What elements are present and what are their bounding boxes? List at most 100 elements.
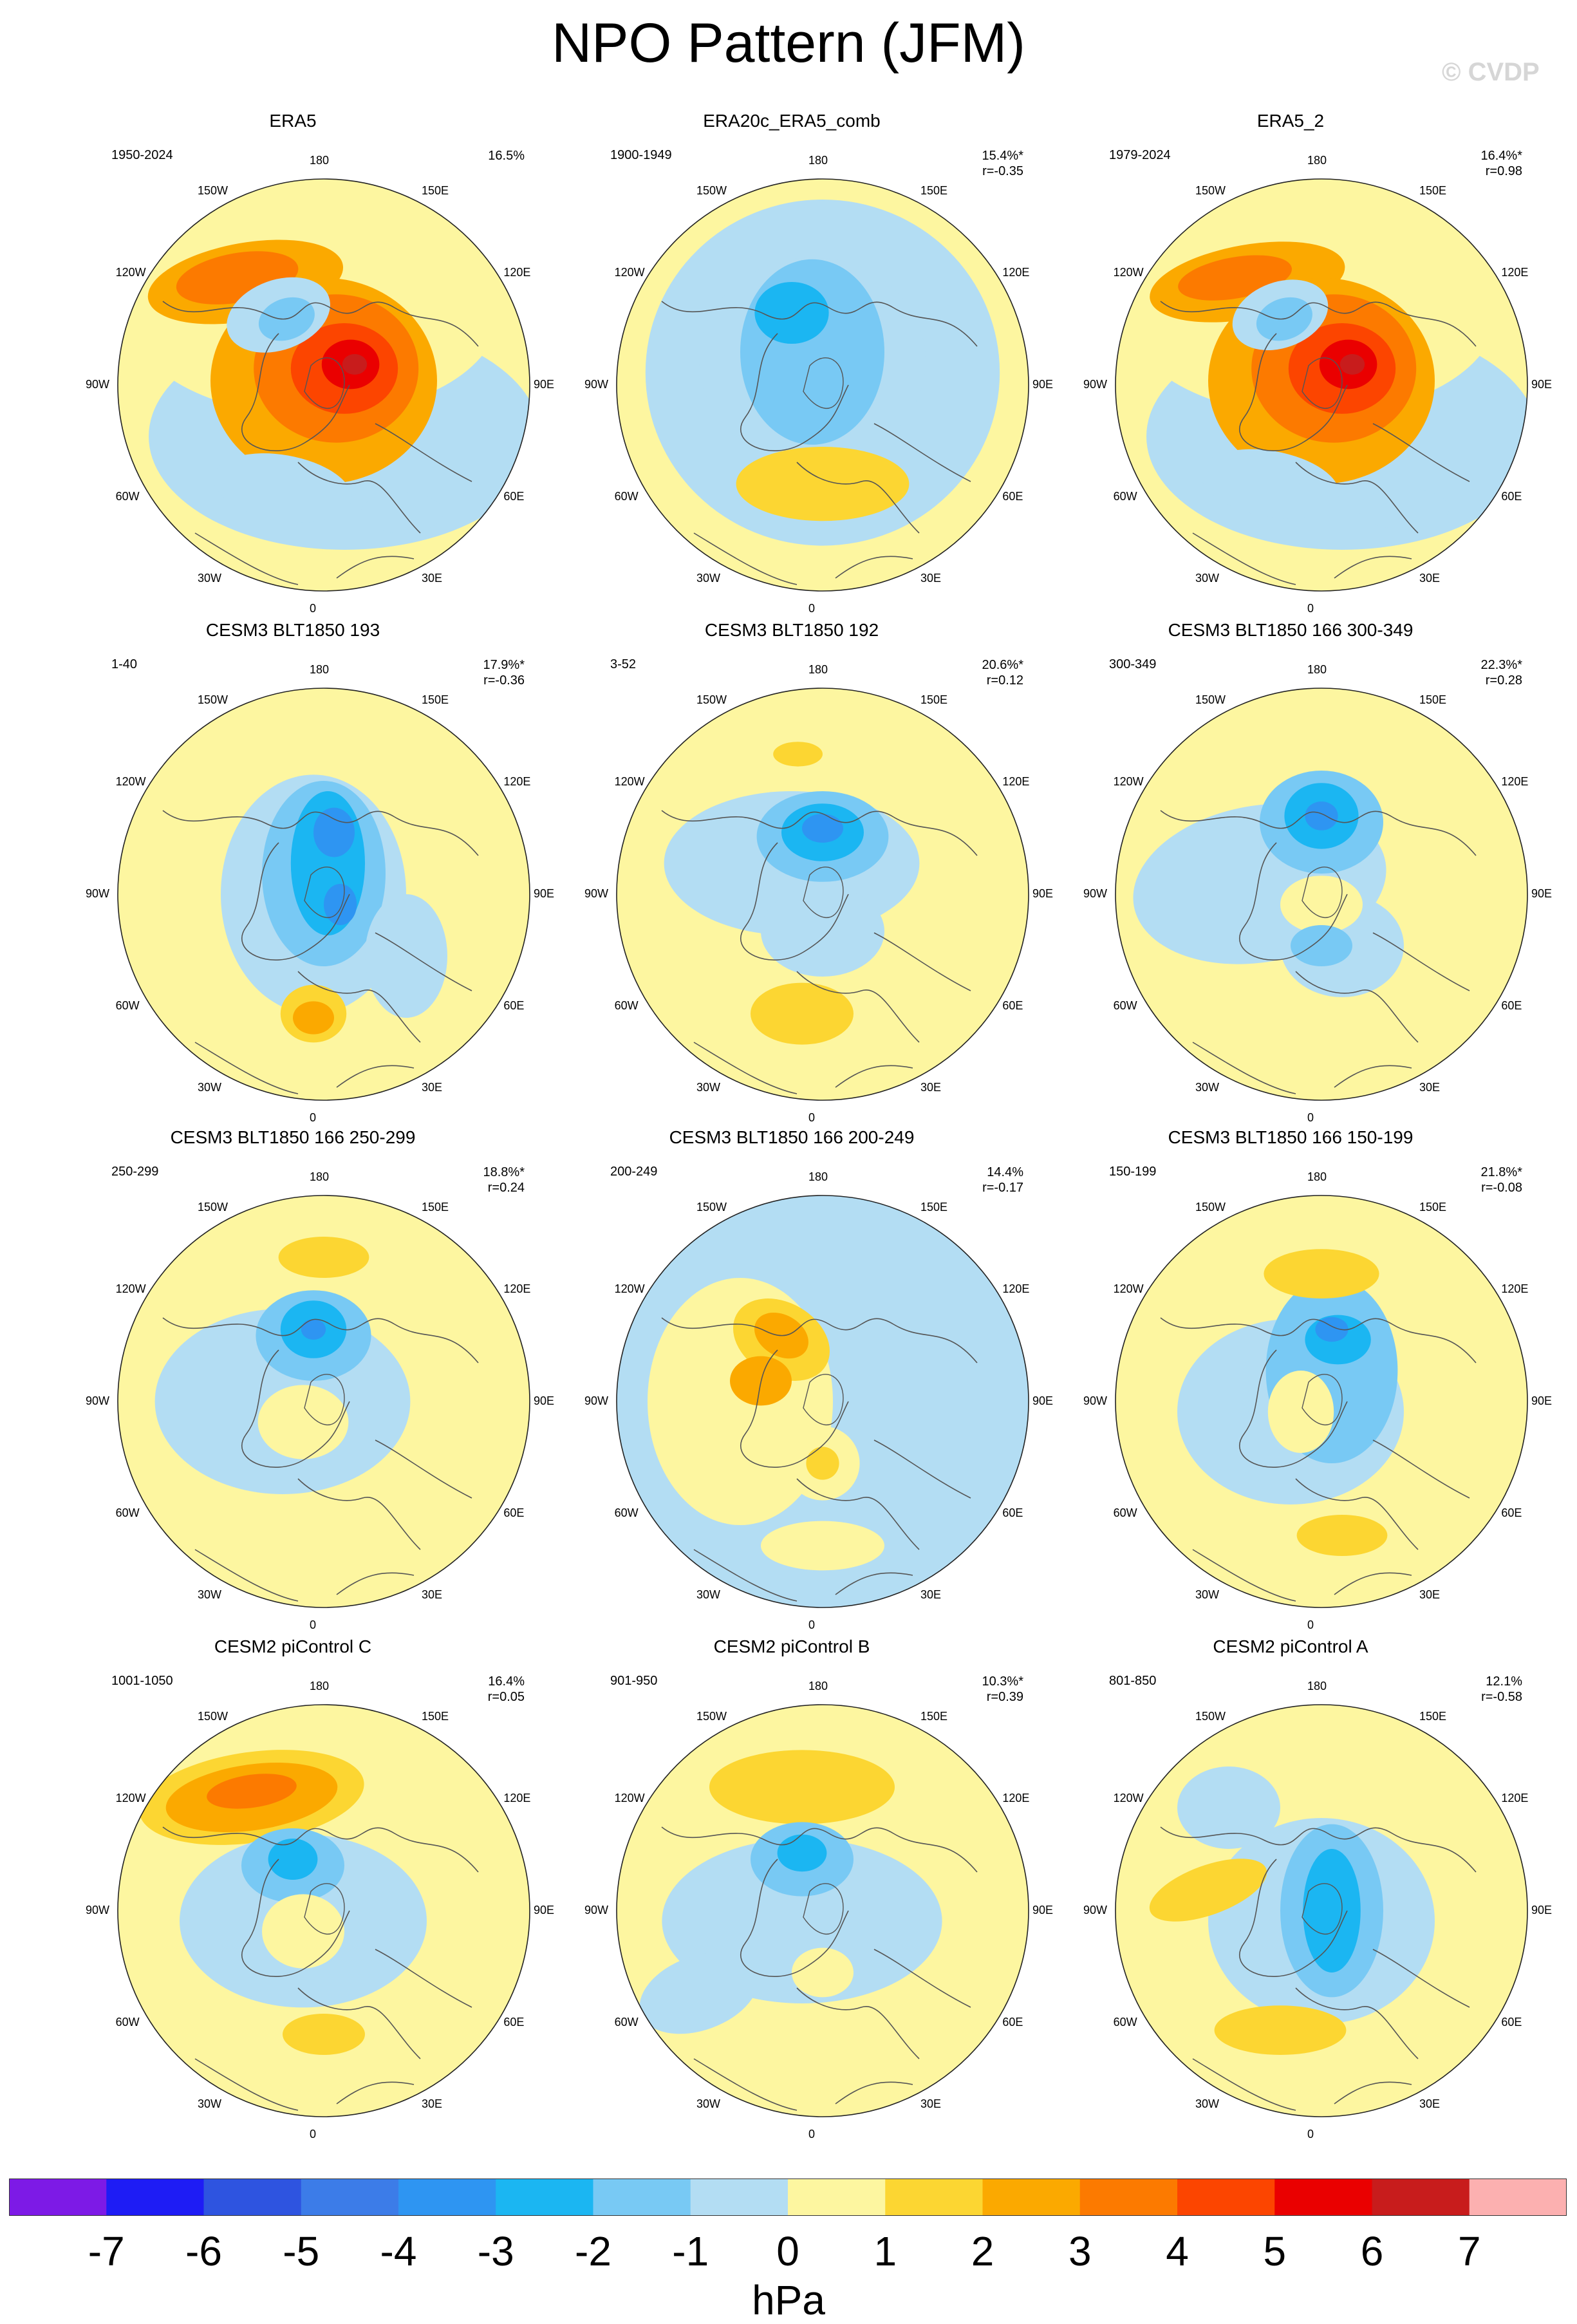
map-border bbox=[1115, 1195, 1528, 1608]
panel-title: CESM3 BLT1850 166 250-299 bbox=[170, 1127, 416, 1147]
anomaly-contour bbox=[313, 807, 355, 857]
panel-pattern-corr: r=0.12 bbox=[986, 673, 1023, 688]
anomaly-contour bbox=[761, 886, 884, 977]
map-panel: CESM3 BLT1850 192 3-52 20.6%* r=0.12 180 150E… bbox=[534, 620, 1053, 1129]
colorbar-tick-label: -2 bbox=[575, 2228, 611, 2274]
panel-variance-pct: 16.4%* bbox=[1480, 149, 1523, 163]
longitude-label: 120W bbox=[115, 775, 146, 788]
anomaly-contour bbox=[283, 2014, 365, 2055]
longitude-label: 150W bbox=[696, 693, 727, 706]
longitude-label: 150W bbox=[1195, 693, 1226, 706]
anomaly-contour bbox=[792, 1947, 854, 1998]
coastline bbox=[1160, 1317, 1477, 1602]
longitude-label: 30E bbox=[422, 1081, 443, 1094]
longitude-label: 30E bbox=[422, 1588, 443, 1602]
longitude-label: 90W bbox=[1083, 1394, 1108, 1407]
anomaly-contour bbox=[754, 282, 829, 344]
longitude-label: 30W bbox=[696, 1588, 721, 1602]
longitude-label: 30E bbox=[920, 1588, 942, 1602]
longitude-label: 60E bbox=[1501, 490, 1522, 503]
map-border bbox=[1115, 178, 1528, 592]
coastline bbox=[162, 301, 479, 585]
coastline-greenland bbox=[803, 357, 844, 409]
polar-map bbox=[1115, 1195, 1528, 1608]
longitude-label: 120E bbox=[1501, 266, 1529, 279]
longitude-label: 150E bbox=[422, 693, 449, 706]
colorbar-tick-label: 4 bbox=[1166, 2228, 1189, 2274]
map-panel: CESM2 piControl A 801-850 12.1% r=-0.58 180 1… bbox=[1033, 1636, 1552, 2145]
longitude-label: 180 bbox=[310, 154, 330, 167]
coastline-greenland bbox=[304, 1374, 345, 1426]
longitude-label: 0 bbox=[808, 602, 816, 615]
panel-title: CESM3 BLT1850 193 bbox=[205, 620, 380, 640]
map-panel: ERA5 1950-2024 16.5% 180 150E 120E 90E 60E 30E 0 3… bbox=[35, 111, 554, 619]
longitude-label: 30W bbox=[696, 2097, 721, 2111]
longitude-label: 0 bbox=[808, 1618, 816, 1631]
longitude-label: 120E bbox=[1501, 1792, 1529, 1804]
longitude-label: 180 bbox=[1307, 1680, 1327, 1692]
panel-variance-pct: 16.4% bbox=[488, 1674, 525, 1689]
longitude-label: 90E bbox=[1032, 887, 1054, 900]
anomaly-contour bbox=[1358, 488, 1450, 529]
panel-pattern-corr: r=0.28 bbox=[1485, 673, 1522, 688]
longitude-label: 60E bbox=[1002, 999, 1023, 1012]
longitude-label: 30W bbox=[696, 1081, 721, 1094]
map-border bbox=[616, 1704, 1029, 2117]
longitude-label: 90E bbox=[534, 378, 555, 391]
longitude-label: 60W bbox=[1113, 490, 1137, 503]
longitude-label: 150E bbox=[422, 183, 449, 197]
colorbar-tick-label: 3 bbox=[1068, 2228, 1092, 2274]
coastline-greenland bbox=[1302, 357, 1343, 409]
panel-pattern-corr: r=0.24 bbox=[487, 1181, 525, 1195]
polar-map bbox=[616, 688, 1029, 1101]
longitude-label: 90E bbox=[1032, 1904, 1054, 1916]
longitude-label: 120W bbox=[1113, 1792, 1144, 1804]
anomaly-contour bbox=[1339, 354, 1365, 375]
longitude-label: 60E bbox=[1501, 999, 1522, 1012]
anomaly-contour bbox=[360, 492, 443, 534]
panel-pattern-corr: r=-0.08 bbox=[1481, 1181, 1522, 1195]
longitude-label: 60W bbox=[614, 490, 639, 503]
map-border bbox=[1115, 1704, 1528, 2117]
longitude-label: 30W bbox=[198, 1081, 222, 1094]
anomaly-contour bbox=[268, 1839, 318, 1880]
longitude-label: 60E bbox=[1501, 1506, 1522, 1519]
longitude-label: 30W bbox=[198, 572, 222, 585]
longitude-label: 30E bbox=[1419, 572, 1441, 585]
anomaly-contour bbox=[736, 447, 910, 521]
polar-map bbox=[616, 1195, 1029, 1608]
colorbar-segment bbox=[788, 2179, 886, 2216]
anomaly-contour bbox=[262, 1894, 344, 1969]
longitude-label: 180 bbox=[1307, 154, 1327, 167]
map-panel: ERA20c_ERA5_comb 1900-1949 15.4%* r=-0.35 18… bbox=[534, 111, 1053, 619]
panel-stats: 20.6%* r=0.12 bbox=[927, 657, 1024, 688]
longitude-label: 120E bbox=[503, 1792, 531, 1804]
longitude-label: 180 bbox=[1307, 663, 1327, 676]
anomaly-contour bbox=[342, 354, 368, 375]
anomaly-contour bbox=[1264, 1249, 1379, 1298]
longitude-label: 90W bbox=[86, 378, 110, 391]
longitude-label: 90E bbox=[534, 1394, 555, 1407]
colorbar-segment bbox=[1469, 2179, 1567, 2216]
panel-stats: 15.4%* r=-0.35 bbox=[927, 148, 1024, 179]
polar-map bbox=[117, 178, 530, 592]
longitude-label: 30E bbox=[920, 572, 942, 585]
panel-years: 801-850 bbox=[1109, 1674, 1157, 1688]
panel-title: ERA5_2 bbox=[1256, 111, 1325, 131]
anomaly-contour bbox=[1177, 1766, 1280, 1849]
colorbar-units: hPa bbox=[752, 2277, 825, 2323]
longitude-label: 30W bbox=[1195, 2097, 1220, 2111]
longitude-label: 150W bbox=[198, 1200, 229, 1214]
anomaly-contour bbox=[1267, 1371, 1334, 1453]
coastline-greenland bbox=[803, 1883, 844, 1935]
longitude-label: 0 bbox=[310, 1111, 317, 1124]
polar-map bbox=[616, 178, 1029, 592]
longitude-label: 120E bbox=[1002, 266, 1030, 279]
polar-map bbox=[616, 1704, 1029, 2117]
longitude-label: 180 bbox=[310, 1170, 330, 1183]
panel-variance-pct: 10.3%* bbox=[982, 1674, 1024, 1689]
longitude-label: 150W bbox=[198, 693, 229, 706]
panel-pattern-corr: r=0.98 bbox=[1485, 164, 1522, 178]
panel-variance-pct: 17.9%* bbox=[483, 658, 525, 672]
longitude-label: 120W bbox=[1113, 266, 1144, 279]
